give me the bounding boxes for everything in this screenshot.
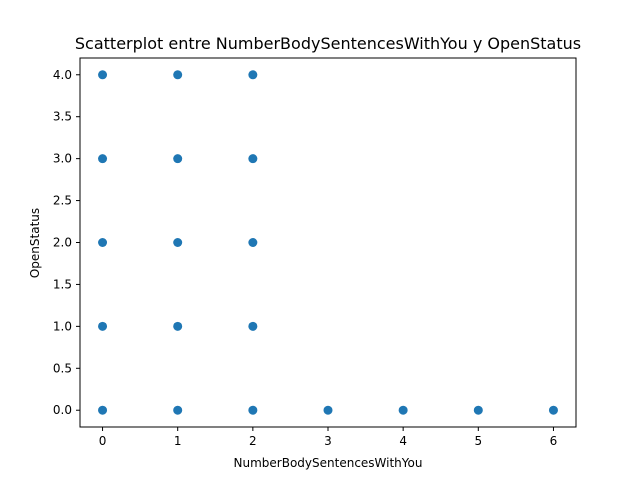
x-tick-label: 3 bbox=[324, 434, 332, 448]
data-point bbox=[248, 70, 258, 80]
data-point bbox=[323, 405, 333, 415]
data-point bbox=[473, 405, 483, 415]
y-axis-ticks: 0.0 0.5 1.0 1.5 2.0 2.5 3.0 3.5 4.0 bbox=[53, 68, 80, 417]
data-point bbox=[173, 238, 183, 247]
y-tick-label: 2.5 bbox=[53, 194, 72, 208]
y-axis-label: OpenStatus bbox=[28, 208, 42, 278]
data-point bbox=[398, 405, 408, 415]
data-point bbox=[98, 154, 108, 164]
y-tick-label: 4.0 bbox=[53, 68, 72, 82]
data-point bbox=[248, 154, 258, 164]
data-point bbox=[173, 70, 183, 80]
y-tick-label: 2.0 bbox=[53, 236, 72, 250]
y-tick-label: 1.0 bbox=[53, 319, 72, 333]
x-tick-label: 1 bbox=[174, 434, 182, 448]
y-tick-label: 0.0 bbox=[53, 403, 72, 417]
y-tick-label: 1.5 bbox=[53, 277, 72, 291]
data-point bbox=[98, 70, 108, 80]
plot-frame bbox=[79, 57, 577, 428]
y-tick-label: 3.5 bbox=[53, 110, 72, 124]
data-points bbox=[98, 70, 558, 415]
x-tick-label: 2 bbox=[249, 434, 257, 448]
data-point bbox=[248, 405, 258, 415]
x-tick-label: 6 bbox=[550, 434, 558, 448]
data-point bbox=[98, 405, 108, 415]
data-point bbox=[173, 321, 183, 331]
data-point bbox=[248, 238, 258, 247]
data-point bbox=[248, 321, 258, 331]
y-tick-label: 0.5 bbox=[53, 361, 72, 375]
y-tick-label: 3.0 bbox=[53, 152, 72, 166]
data-point bbox=[98, 321, 108, 331]
data-point bbox=[173, 154, 183, 164]
x-tick-label: 4 bbox=[399, 434, 407, 448]
x-tick-label: 0 bbox=[99, 434, 107, 448]
data-point bbox=[548, 405, 558, 415]
data-point bbox=[173, 405, 183, 415]
x-axis-ticks: 0 1 2 3 4 5 6 bbox=[99, 427, 558, 448]
chart-title: Scatterplot entre NumberBodySentencesWit… bbox=[75, 34, 581, 53]
data-point bbox=[98, 238, 108, 247]
x-tick-label: 5 bbox=[474, 434, 482, 448]
x-axis-label: NumberBodySentencesWithYou bbox=[234, 456, 423, 470]
